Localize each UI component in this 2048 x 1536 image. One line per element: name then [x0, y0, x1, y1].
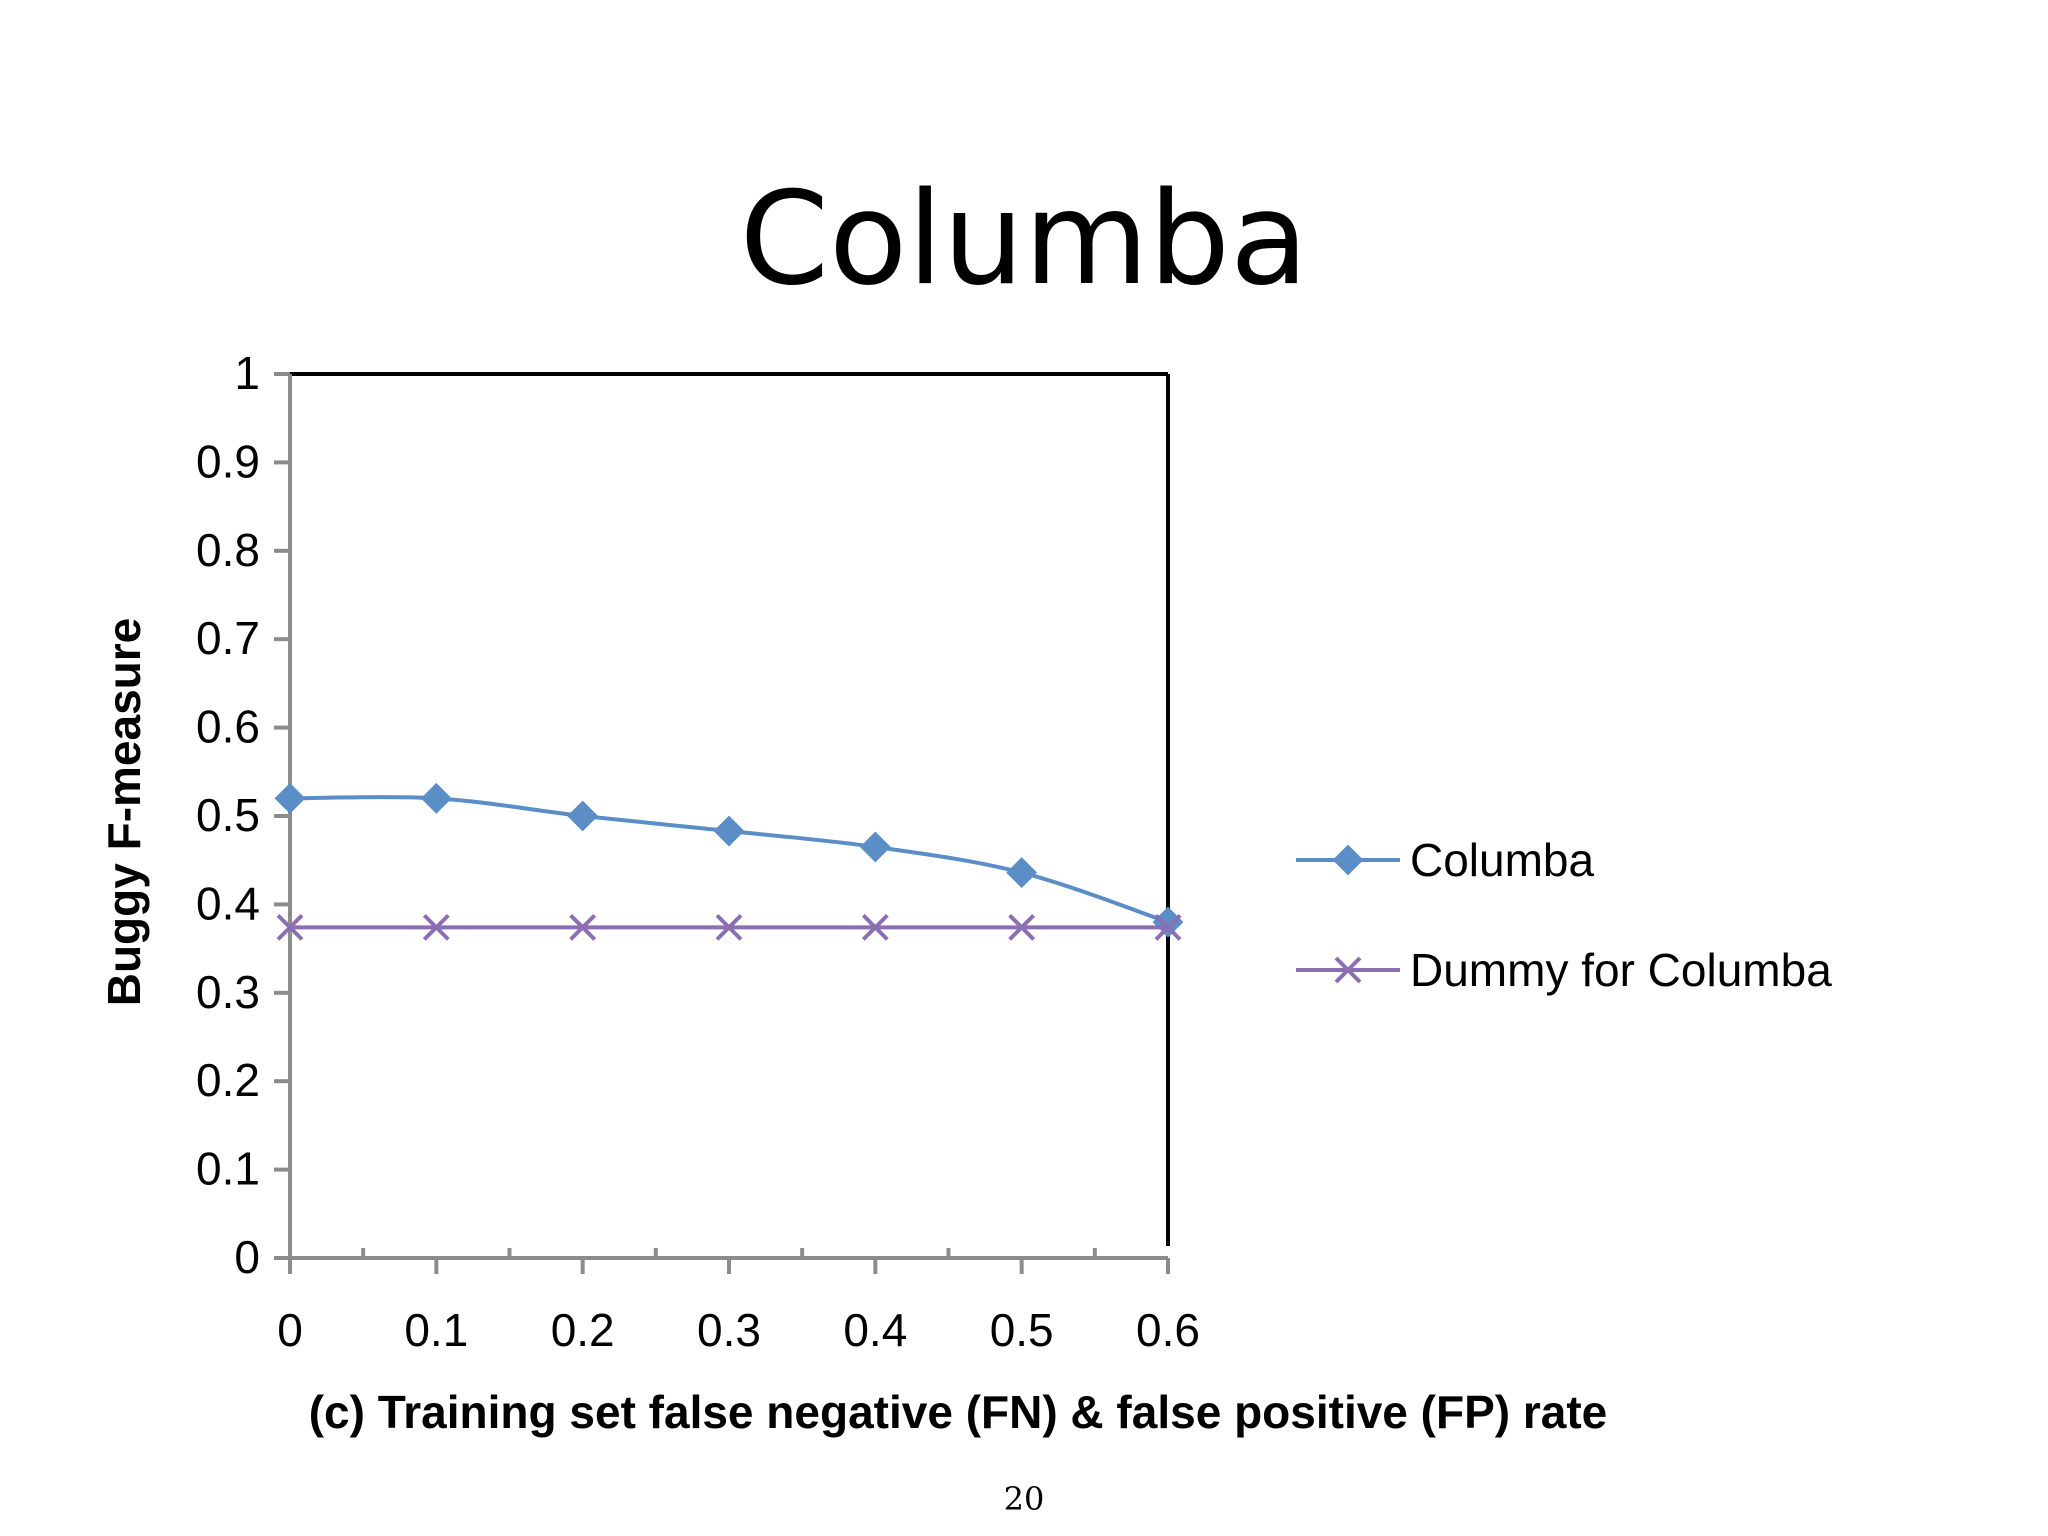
legend-marker [1332, 844, 1364, 876]
data-point [420, 782, 452, 814]
x-marker-stroke [715, 913, 743, 941]
x-marker-stroke [1154, 913, 1182, 941]
y-tick-label: 0.8 [196, 524, 260, 576]
x-marker-stroke [861, 913, 889, 941]
x-tick-label: 0 [277, 1304, 303, 1356]
legend-label: Dummy for Columba [1410, 944, 1832, 996]
y-tick-label: 0.4 [196, 877, 260, 929]
axes: 0 0.1 0.2 0.3 0.4 0.5 0.6 0.7 0.8 0.9 1 0 0.1 0.2 0.3 0… [196, 347, 1200, 1356]
data-point [274, 782, 306, 814]
data-point [422, 913, 450, 941]
series-dummy-for-columba [276, 913, 1182, 941]
y-tick-label: 0.1 [196, 1143, 260, 1195]
data-point [859, 831, 891, 863]
slide-title: Columba [739, 165, 1309, 314]
x-marker-stroke [422, 913, 450, 941]
x-tick-label: 0.1 [404, 1304, 468, 1356]
data-point [567, 800, 599, 832]
data-point [713, 815, 745, 847]
x-tick-label: 0.3 [697, 1304, 761, 1356]
x-tick-label: 0.5 [990, 1304, 1054, 1356]
series-columba [274, 782, 1184, 938]
y-tick-label: 0.9 [196, 435, 260, 487]
y-tick-label: 0.7 [196, 612, 260, 664]
data-point [1154, 913, 1182, 941]
legend-marker [1334, 956, 1362, 984]
page-number: 20 [1003, 1480, 1045, 1518]
y-tick-label: 0.2 [196, 1054, 260, 1106]
x-tick-label: 0.2 [551, 1304, 615, 1356]
x-marker-stroke [1008, 913, 1036, 941]
x-marker-stroke [569, 913, 597, 941]
y-tick-label: 0.3 [196, 966, 260, 1018]
legend-entry: Dummy for Columba [1296, 944, 1832, 996]
data-point [861, 913, 889, 941]
legend-entry: Columba [1296, 834, 1595, 886]
x-marker-stroke [276, 913, 304, 941]
y-tick-label: 1 [234, 347, 260, 399]
y-tick-label: 0.6 [196, 701, 260, 753]
series-layer [274, 782, 1184, 941]
x-axis-label: (c) Training set false negative (FN) & f… [309, 1386, 1608, 1438]
x-tick-label: 0.4 [843, 1304, 907, 1356]
x-marker-stroke [1334, 956, 1362, 984]
data-point [1006, 857, 1038, 888]
legend-label: Columba [1410, 834, 1595, 886]
legend: Columba Dummy for Columba [1296, 834, 1832, 996]
x-tick-label: 0.6 [1136, 1304, 1200, 1356]
y-axis-label: Buggy F-measure [98, 618, 150, 1007]
data-point [1152, 906, 1184, 938]
data-point [569, 913, 597, 941]
data-point [715, 913, 743, 941]
y-tick-label: 0 [234, 1231, 260, 1283]
data-point [276, 913, 304, 941]
y-tick-label: 0.5 [196, 789, 260, 841]
data-point [1008, 913, 1036, 941]
